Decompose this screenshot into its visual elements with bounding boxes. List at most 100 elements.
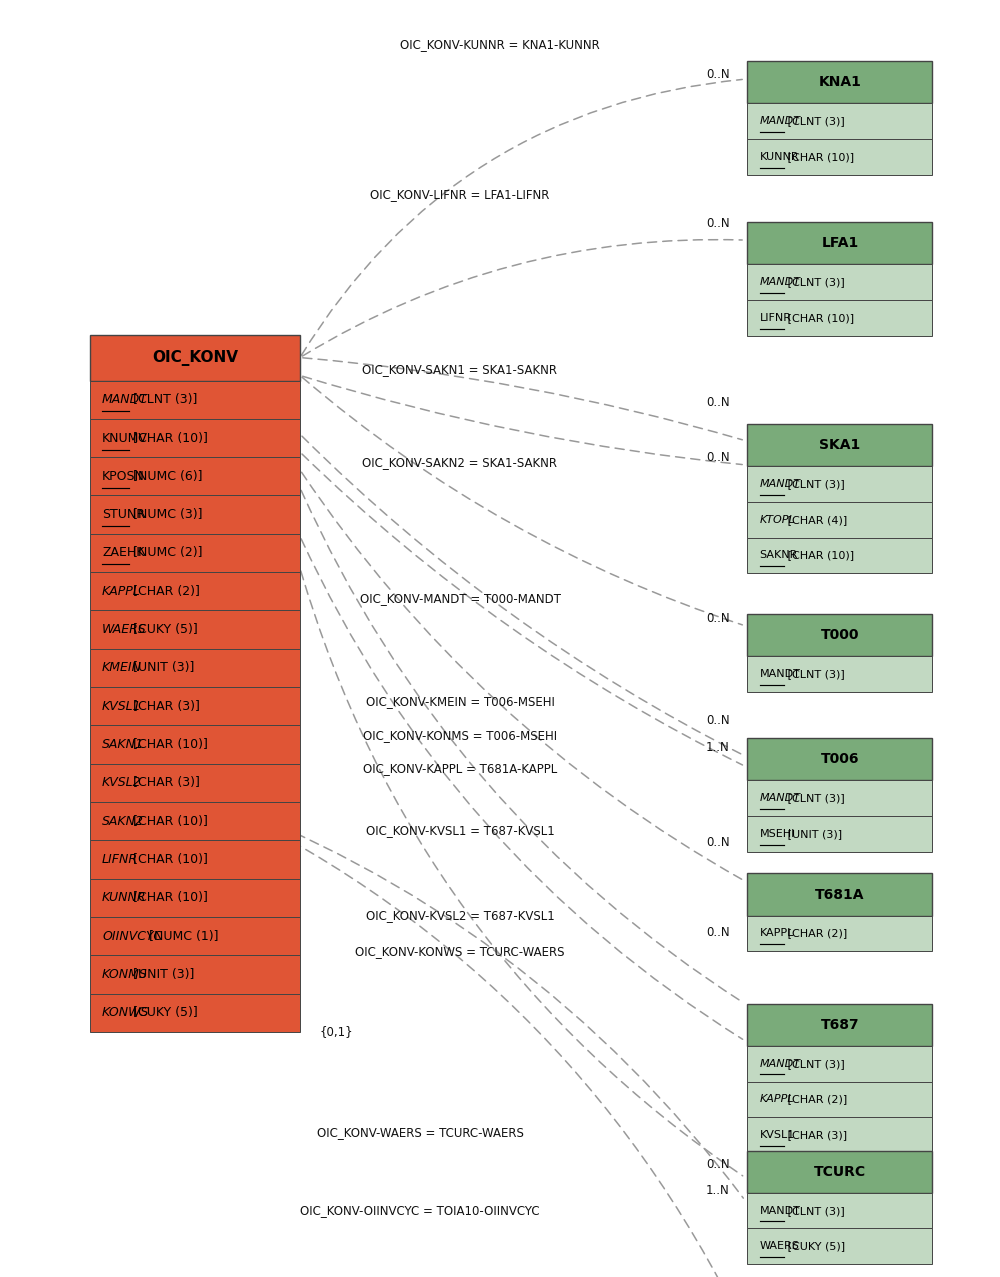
Bar <box>747 264 932 300</box>
Text: {0,1}: {0,1} <box>218 471 252 484</box>
Bar <box>747 1228 932 1264</box>
Bar <box>90 687 300 725</box>
Text: KONMS: KONMS <box>102 968 148 981</box>
Text: T000: T000 <box>821 628 859 642</box>
Text: 0..N: 0..N <box>706 451 730 464</box>
Text: 0..N: 0..N <box>706 217 730 230</box>
Text: OIC_KONV-OIINVCYC = TOIA10-OIINVCYC: OIC_KONV-OIINVCYC = TOIA10-OIINVCYC <box>300 1204 540 1217</box>
Text: 0..N: 0..N <box>706 926 730 939</box>
Text: ZAEHK: ZAEHK <box>102 547 144 559</box>
Text: 1: 1 <box>218 807 226 820</box>
Text: {0,1}: {0,1} <box>320 1025 354 1038</box>
Text: {0,1}: {0,1} <box>218 893 252 905</box>
Text: OIC_KONV-KONMS = T006-MSEHI: OIC_KONV-KONMS = T006-MSEHI <box>363 729 557 742</box>
Text: SKA1: SKA1 <box>819 438 861 452</box>
Text: [UNIT (3)]: [UNIT (3)] <box>784 829 842 839</box>
Text: [CLNT (3)]: [CLNT (3)] <box>784 793 844 803</box>
Bar <box>90 534 300 572</box>
Text: [CHAR (10)]: [CHAR (10)] <box>784 550 854 561</box>
Text: MSEHI: MSEHI <box>760 829 795 839</box>
Bar <box>90 649 300 687</box>
Text: [CHAR (10)]: [CHAR (10)] <box>129 891 208 904</box>
Text: LFA1: LFA1 <box>821 236 859 250</box>
Text: [CLNT (3)]: [CLNT (3)] <box>784 277 844 287</box>
Bar <box>90 495 300 534</box>
Bar <box>747 916 932 951</box>
Text: [NUMC (3)]: [NUMC (3)] <box>129 508 202 521</box>
Text: KVSL1: KVSL1 <box>102 700 142 713</box>
Text: {0,1}: {0,1} <box>218 713 252 725</box>
Bar <box>747 424 932 466</box>
Text: [CHAR (10)]: [CHAR (10)] <box>784 152 854 162</box>
Text: T681A: T681A <box>815 888 865 902</box>
Text: [UNIT (3)]: [UNIT (3)] <box>129 661 194 674</box>
Text: KAPPL: KAPPL <box>760 1094 794 1105</box>
Text: WAERS: WAERS <box>760 1241 799 1251</box>
Text: [NUMC (1)]: [NUMC (1)] <box>145 930 219 942</box>
Text: OIC_KONV-KMEIN = T006-MSEHI: OIC_KONV-KMEIN = T006-MSEHI <box>366 695 554 707</box>
Bar <box>747 780 932 816</box>
Bar <box>90 917 300 955</box>
Text: {0,1},{0,1}: {0,1},{0,1} <box>218 344 289 356</box>
Bar <box>747 873 932 916</box>
Text: KVSL1: KVSL1 <box>760 1130 795 1140</box>
Text: T006: T006 <box>821 752 859 766</box>
Text: OIC_KONV-KONWS = TCURC-WAERS: OIC_KONV-KONWS = TCURC-WAERS <box>355 945 565 958</box>
Text: [CHAR (3)]: [CHAR (3)] <box>784 1130 847 1140</box>
Text: LIFNR: LIFNR <box>760 313 792 323</box>
Text: 0..N: 0..N <box>706 714 730 727</box>
Text: 1..N: 1..N <box>706 1184 730 1197</box>
Text: 1: 1 <box>218 928 226 941</box>
Text: WAERS: WAERS <box>102 623 147 636</box>
Text: OIC_KONV-KVSL2 = T687-KVSL1: OIC_KONV-KVSL2 = T687-KVSL1 <box>366 909 554 922</box>
Bar <box>90 955 300 994</box>
Bar <box>90 335 300 381</box>
Text: [CLNT (3)]: [CLNT (3)] <box>784 1059 844 1069</box>
Bar <box>747 1004 932 1046</box>
Bar <box>90 610 300 649</box>
Bar <box>90 802 300 840</box>
Text: MANDT: MANDT <box>760 116 800 126</box>
Text: KPOSN: KPOSN <box>102 470 145 483</box>
Text: KUNNR: KUNNR <box>760 152 799 162</box>
Text: MANDT: MANDT <box>760 1205 800 1216</box>
Text: [CHAR (3)]: [CHAR (3)] <box>129 700 200 713</box>
Text: KONWS: KONWS <box>102 1006 149 1019</box>
Text: KAPPL: KAPPL <box>102 585 141 598</box>
Text: OIC_KONV-KAPPL = T681A-KAPPL: OIC_KONV-KAPPL = T681A-KAPPL <box>363 762 557 775</box>
Text: OIC_KONV-MANDT = T000-MANDT: OIC_KONV-MANDT = T000-MANDT <box>360 593 560 605</box>
Text: OIC_KONV-SAKN2 = SKA1-SAKNR: OIC_KONV-SAKN2 = SKA1-SAKNR <box>362 456 558 469</box>
Text: [CLNT (3)]: [CLNT (3)] <box>129 393 197 406</box>
Text: 1..N: 1..N <box>706 741 730 753</box>
Text: MANDT: MANDT <box>760 793 800 803</box>
Text: 0..N: 0..N <box>706 68 730 80</box>
Text: [CLNT (3)]: [CLNT (3)] <box>784 479 844 489</box>
Text: [CLNT (3)]: [CLNT (3)] <box>784 669 844 679</box>
Text: MANDT: MANDT <box>102 393 148 406</box>
Text: KUNNR: KUNNR <box>102 891 146 904</box>
Text: OIINVCYC: OIINVCYC <box>102 930 162 942</box>
Text: TCURC: TCURC <box>814 1165 866 1179</box>
Bar <box>747 656 932 692</box>
Text: OIC_KONV-KVSL1 = T687-KVSL1: OIC_KONV-KVSL1 = T687-KVSL1 <box>366 824 554 836</box>
Text: KVSL2: KVSL2 <box>102 776 142 789</box>
Text: 0..N: 0..N <box>706 1158 730 1171</box>
Bar <box>747 538 932 573</box>
Text: OIC_KONV-KUNNR = KNA1-KUNNR: OIC_KONV-KUNNR = KNA1-KUNNR <box>400 38 600 51</box>
Text: MANDT: MANDT <box>760 1059 800 1069</box>
Bar <box>90 764 300 802</box>
Bar <box>747 300 932 336</box>
Bar <box>747 502 932 538</box>
Text: [UNIT (3)]: [UNIT (3)] <box>129 968 194 981</box>
Bar <box>747 103 932 139</box>
Text: KTOPL: KTOPL <box>760 515 795 525</box>
Text: [CLNT (3)]: [CLNT (3)] <box>784 116 844 126</box>
Bar <box>90 725 300 764</box>
Text: [CHAR (10)]: [CHAR (10)] <box>129 815 208 827</box>
Text: [NUMC (6)]: [NUMC (6)] <box>129 470 202 483</box>
Text: KNUMV: KNUMV <box>102 432 148 444</box>
Text: MANDT: MANDT <box>760 669 800 679</box>
Text: 1: 1 <box>218 679 226 692</box>
Text: OIC_KONV-LIFNR = LFA1-LIFNR: OIC_KONV-LIFNR = LFA1-LIFNR <box>370 188 550 200</box>
Bar <box>747 466 932 502</box>
